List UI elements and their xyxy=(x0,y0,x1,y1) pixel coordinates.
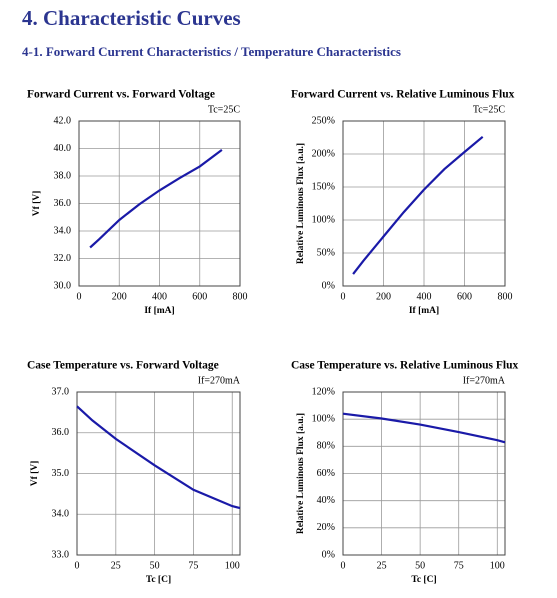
y-tick-label: 250% xyxy=(312,115,335,126)
y-tick-label: 34.0 xyxy=(54,225,72,236)
y-tick-label: 0% xyxy=(322,280,335,291)
y-axis-label: Vf [V] xyxy=(30,461,40,487)
x-tick-label: 0 xyxy=(75,560,80,571)
chart: Case Temperature vs. Relative Luminous F… xyxy=(291,360,518,586)
y-tick-label: 20% xyxy=(317,522,335,533)
y-tick-label: 36.0 xyxy=(54,198,72,209)
data-line xyxy=(342,412,506,444)
x-tick-label: 200 xyxy=(376,291,391,302)
annotation: Tc=25C xyxy=(208,104,240,115)
x-axis-label: If [mA] xyxy=(409,306,439,316)
y-axis-label: Relative Luminous Flux [a.u.] xyxy=(296,413,306,534)
y-axis-label: Vf [V] xyxy=(32,191,42,217)
y-tick-label: 40% xyxy=(317,495,335,506)
x-tick-label: 75 xyxy=(188,560,198,571)
y-tick-label: 120% xyxy=(312,386,335,397)
y-tick-label: 30.0 xyxy=(54,280,72,291)
y-tick-label: 34.0 xyxy=(52,509,70,520)
chart-title: Forward Current vs. Relative Luminous Fl… xyxy=(291,89,515,101)
x-tick-label: 800 xyxy=(233,291,248,302)
plot-frame xyxy=(342,391,506,556)
chart: Forward Current vs. Relative Luminous Fl… xyxy=(291,89,515,317)
x-tick-label: 600 xyxy=(192,291,207,302)
chart: Forward Current vs. Forward Voltage Tc=25… xyxy=(27,89,248,317)
x-tick-label: 100 xyxy=(490,560,505,571)
x-tick-label: 25 xyxy=(111,560,121,571)
page-title: 4. Characteristic Curves xyxy=(22,6,241,30)
y-tick-label: 150% xyxy=(312,181,335,192)
x-tick-label: 75 xyxy=(454,560,464,571)
y-tick-label: 200% xyxy=(312,148,335,159)
y-tick-label: 36.0 xyxy=(52,427,70,438)
x-tick-label: 50 xyxy=(415,560,425,571)
x-tick-label: 25 xyxy=(377,560,387,571)
y-tick-label: 80% xyxy=(317,441,335,452)
plot-frame xyxy=(76,391,241,556)
data-line xyxy=(76,405,241,510)
y-tick-label: 37.0 xyxy=(52,386,70,397)
x-axis-label: If [mA] xyxy=(144,306,174,316)
x-axis-label: Tc [C] xyxy=(146,575,171,585)
plot-frame xyxy=(78,120,241,287)
y-tick-label: 35.0 xyxy=(52,468,70,479)
x-tick-label: 400 xyxy=(152,291,167,302)
section-title: 4-1. Forward Current Characteristics / T… xyxy=(22,44,401,59)
annotation: If=270mA xyxy=(198,375,241,386)
x-axis-label: Tc [C] xyxy=(411,575,436,585)
data-line xyxy=(352,135,484,275)
chart-title: Forward Current vs. Forward Voltage xyxy=(27,89,215,101)
plot-frame xyxy=(342,120,506,287)
y-tick-label: 32.0 xyxy=(54,253,72,264)
x-tick-label: 0 xyxy=(341,560,346,571)
x-tick-label: 600 xyxy=(457,291,472,302)
y-tick-label: 100% xyxy=(312,413,335,424)
chart: Case Temperature vs. Forward Voltage If=2… xyxy=(27,360,241,586)
x-tick-label: 400 xyxy=(417,291,432,302)
data-line xyxy=(89,149,223,249)
y-tick-label: 100% xyxy=(312,214,335,225)
annotation: If=270mA xyxy=(463,375,506,386)
y-tick-label: 38.0 xyxy=(54,170,72,181)
x-tick-label: 200 xyxy=(112,291,127,302)
x-tick-label: 0 xyxy=(77,291,82,302)
y-tick-label: 0% xyxy=(322,549,335,560)
chart-title: Case Temperature vs. Forward Voltage xyxy=(27,360,219,372)
chart-title: Case Temperature vs. Relative Luminous F… xyxy=(291,360,518,372)
x-tick-label: 800 xyxy=(498,291,513,302)
y-tick-label: 50% xyxy=(317,247,335,258)
x-tick-label: 100 xyxy=(225,560,240,571)
x-tick-label: 50 xyxy=(150,560,160,571)
y-tick-label: 33.0 xyxy=(52,549,70,560)
y-tick-label: 42.0 xyxy=(54,115,72,126)
y-axis-label: Relative Luminous Flux [a.u.] xyxy=(296,143,306,264)
x-tick-label: 0 xyxy=(341,291,346,302)
y-tick-label: 40.0 xyxy=(54,143,72,154)
annotation: Tc=25C xyxy=(473,104,505,115)
y-tick-label: 60% xyxy=(317,468,335,479)
